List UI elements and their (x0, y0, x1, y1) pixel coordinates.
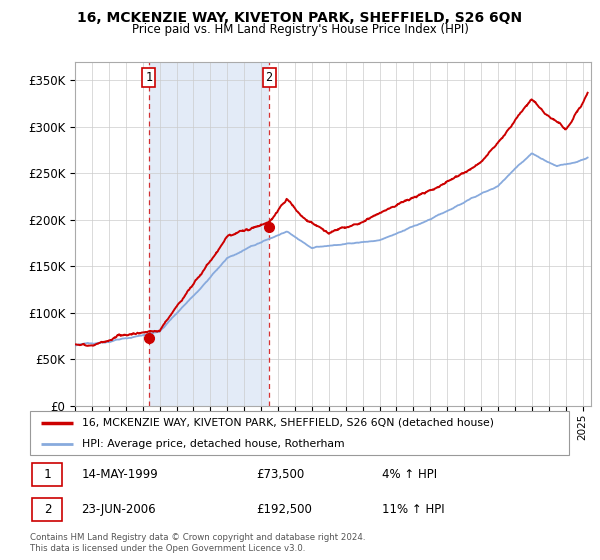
Text: £192,500: £192,500 (256, 503, 312, 516)
FancyBboxPatch shape (32, 464, 62, 486)
Text: 1: 1 (145, 71, 152, 83)
Text: £73,500: £73,500 (256, 468, 305, 481)
Text: 14-MAY-1999: 14-MAY-1999 (82, 468, 158, 481)
Bar (149, 62, 269, 406)
Text: 16, MCKENZIE WAY, KIVETON PARK, SHEFFIELD, S26 6QN (detached house): 16, MCKENZIE WAY, KIVETON PARK, SHEFFIEL… (82, 418, 494, 428)
FancyBboxPatch shape (32, 498, 62, 521)
FancyBboxPatch shape (30, 412, 569, 455)
Text: 11% ↑ HPI: 11% ↑ HPI (382, 503, 445, 516)
Text: Contains HM Land Registry data © Crown copyright and database right 2024.
This d: Contains HM Land Registry data © Crown c… (30, 533, 365, 553)
Text: 2: 2 (265, 71, 272, 83)
Text: HPI: Average price, detached house, Rotherham: HPI: Average price, detached house, Roth… (82, 439, 344, 449)
Text: 1: 1 (44, 468, 51, 481)
Text: 23-JUN-2006: 23-JUN-2006 (82, 503, 156, 516)
Text: 4% ↑ HPI: 4% ↑ HPI (382, 468, 437, 481)
Text: 16, MCKENZIE WAY, KIVETON PARK, SHEFFIELD, S26 6QN: 16, MCKENZIE WAY, KIVETON PARK, SHEFFIEL… (77, 11, 523, 25)
Text: Price paid vs. HM Land Registry's House Price Index (HPI): Price paid vs. HM Land Registry's House … (131, 23, 469, 36)
Text: 2: 2 (44, 503, 51, 516)
